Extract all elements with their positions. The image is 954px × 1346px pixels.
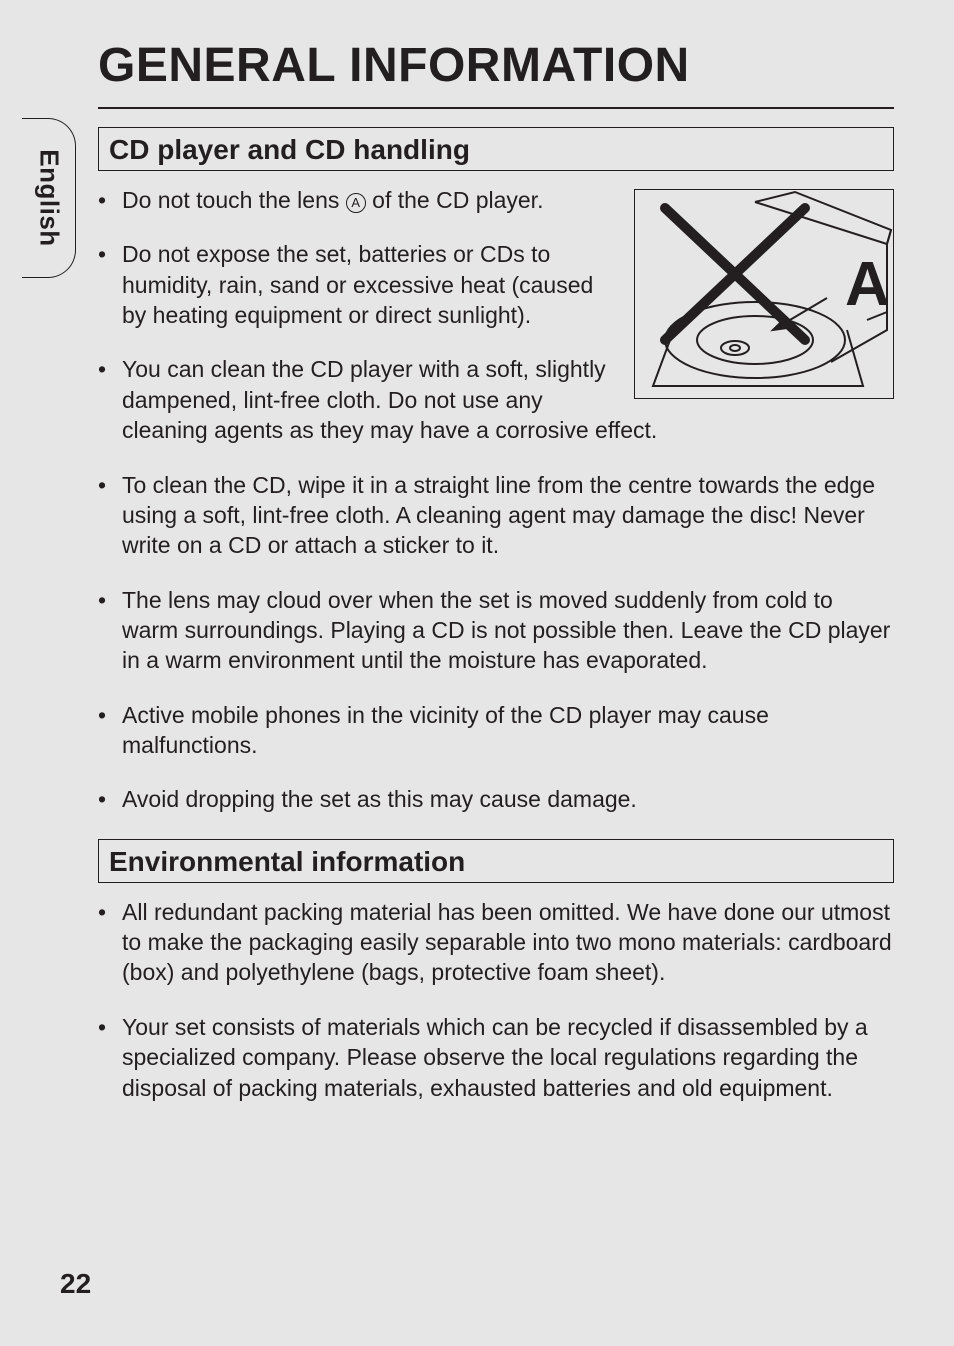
section-content-env: All redundant packing material has been … (98, 897, 894, 1103)
list-item: You can clean the CD player with a soft,… (98, 354, 894, 445)
page-title: GENERAL INFORMATION (98, 38, 894, 93)
bullet-text-post: of the CD player. (366, 187, 544, 213)
list-item: Do not expose the set, batteries or CDs … (98, 239, 894, 330)
bullet-text: Do not expose the set, batteries or CDs … (122, 241, 593, 328)
manual-page: English GENERAL INFORMATION CD player an… (0, 0, 954, 1346)
bullet-list-env: All redundant packing material has been … (98, 897, 894, 1103)
list-item: Do not touch the lens A of the CD player… (98, 185, 894, 215)
list-item: Your set consists of materials which can… (98, 1012, 894, 1103)
section-heading-env: Environmental information (98, 839, 894, 883)
bullet-text: Active mobile phones in the vicinity of … (122, 702, 769, 758)
list-item: All redundant packing material has been … (98, 897, 894, 988)
section-heading-cd: CD player and CD handling (98, 127, 894, 171)
list-item: Avoid dropping the set as this may cause… (98, 784, 894, 814)
bullet-text: All redundant packing material has been … (122, 899, 892, 986)
language-label: English (33, 149, 64, 246)
bullet-text: Avoid dropping the set as this may cause… (122, 786, 637, 812)
language-tab: English (22, 118, 76, 278)
bullet-list-cd-cont: To clean the CD, wipe it in a straight l… (98, 470, 894, 815)
bullet-text-pre: Do not touch the lens (122, 187, 346, 213)
list-item: The lens may cloud over when the set is … (98, 585, 894, 676)
circled-letter: A (346, 193, 366, 213)
page-number: 22 (60, 1268, 91, 1300)
section-content-cd: A Do not touch the lens A of the CD play… (98, 185, 894, 815)
bullet-text: The lens may cloud over when the set is … (122, 587, 890, 674)
list-item: Active mobile phones in the vicinity of … (98, 700, 894, 761)
bullet-text: To clean the CD, wipe it in a straight l… (122, 472, 875, 559)
bullet-text: Your set consists of materials which can… (122, 1014, 868, 1101)
list-item: To clean the CD, wipe it in a straight l… (98, 470, 894, 561)
bullet-text: You can clean the CD player with a soft,… (122, 356, 657, 443)
title-rule (98, 107, 894, 109)
